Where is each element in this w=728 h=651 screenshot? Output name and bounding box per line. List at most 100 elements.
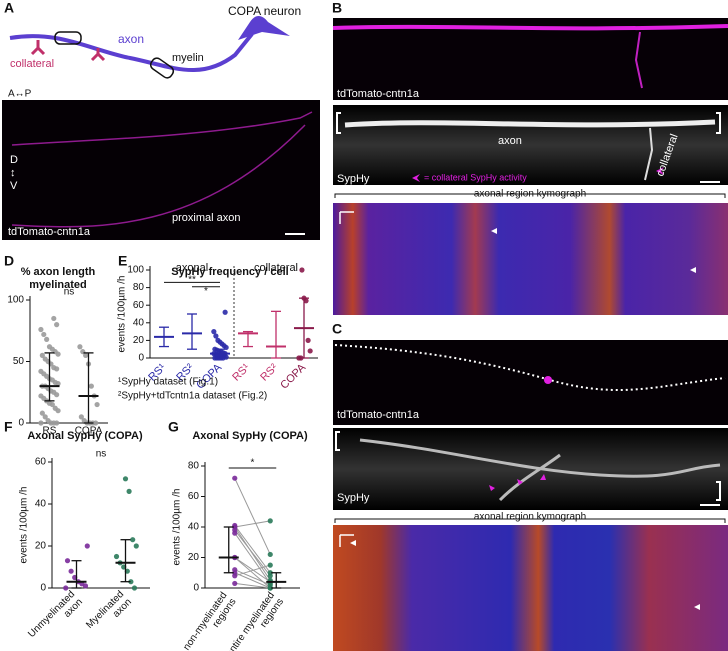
- data-point: [131, 585, 138, 591]
- x-tick-label: Myelinatedaxon: [84, 589, 134, 639]
- data-point: [267, 585, 273, 591]
- image-label: tdTomato-cntn1a: [337, 88, 420, 100]
- bracket: [336, 112, 721, 134]
- collateral-signal: [634, 31, 643, 89]
- pair-line: [234, 532, 271, 584]
- data-point: [51, 365, 57, 371]
- data-point: [88, 383, 94, 389]
- data-point: [78, 414, 84, 420]
- data-point: [83, 352, 89, 358]
- pair-line: [234, 477, 271, 555]
- data-point: [42, 356, 48, 362]
- data-point: [267, 573, 273, 579]
- group-label: collateral: [254, 262, 298, 274]
- data-point: [133, 543, 139, 549]
- data-point: [42, 414, 48, 420]
- data-point: [84, 543, 90, 549]
- data-point: [64, 558, 71, 564]
- axes-arrow: [339, 211, 354, 224]
- axon-signal: [359, 438, 721, 502]
- data-point: [128, 579, 134, 585]
- data-point: [126, 488, 132, 494]
- y-tick-label: 40: [133, 317, 145, 328]
- data-point: [211, 329, 217, 335]
- data-point: [38, 420, 44, 426]
- data-point: [45, 417, 51, 424]
- pair-line: [234, 520, 271, 528]
- schematic-label: myelin: [172, 52, 204, 64]
- data-point: [113, 553, 120, 560]
- axon-shape: [9, 32, 254, 72]
- x-tick-label: Unmyelinatedaxon: [26, 589, 85, 648]
- data-point: [46, 344, 53, 350]
- legend-label: = collateral SypHy activity: [424, 172, 527, 182]
- significance: **: [188, 274, 196, 285]
- footnote: ¹SypHy dataset (Fig.1): [118, 377, 218, 388]
- data-point: [51, 315, 57, 322]
- micrograph: [333, 428, 728, 510]
- image-label: axon: [498, 135, 522, 147]
- axon-signal: [344, 119, 716, 128]
- data-point: [94, 401, 100, 408]
- data-point: [307, 348, 313, 354]
- micrograph: [333, 18, 728, 100]
- data-point: [267, 562, 273, 568]
- kymograph-label: axonal region kymograph: [474, 512, 586, 523]
- significance: *: [251, 458, 255, 469]
- schematic-label: axon: [118, 32, 144, 46]
- x-tick-label: COPA: [278, 361, 308, 391]
- x-tick-label: entire non-myelinatedregions: [165, 590, 238, 651]
- data-point: [122, 476, 129, 482]
- significance: ns: [96, 449, 107, 460]
- data-point: [232, 573, 238, 579]
- y-tick-label: 50: [13, 356, 25, 367]
- data-point: [130, 537, 136, 543]
- axes-arrow: [339, 534, 354, 547]
- image-label: tdTomato-cntn1a: [337, 409, 420, 421]
- data-point: [38, 393, 44, 399]
- data-point: [232, 475, 238, 481]
- data-point: [39, 352, 45, 358]
- bracket: [334, 193, 726, 198]
- data-point: [41, 331, 47, 338]
- schematic: [9, 16, 290, 79]
- collateral-shape: [30, 40, 106, 62]
- data-point: [296, 355, 302, 361]
- data-point: [39, 410, 45, 416]
- y-tick-label: 60: [35, 457, 47, 468]
- kymograph-label: axonal region kymograph: [474, 189, 586, 200]
- micrograph: [333, 340, 728, 425]
- x-tick-label: RS¹: [230, 361, 252, 383]
- y-tick-label: 80: [188, 461, 200, 472]
- y-tick-label: 0: [40, 583, 46, 594]
- chart-title-box: SypHy frequency / cell: [171, 266, 289, 278]
- image-label: tdTomato-cntn1a: [8, 226, 91, 238]
- image-label: SypHy: [337, 492, 370, 504]
- data-point: [52, 405, 58, 411]
- y-tick-label: 100: [7, 295, 24, 306]
- data-point: [54, 322, 60, 328]
- orientation-label: D: [10, 154, 18, 166]
- chart-title: Axonal SypHy (COPA): [192, 430, 308, 442]
- panel-label: E: [118, 253, 127, 269]
- myelin-shape: [149, 57, 175, 79]
- pair-line: [234, 572, 271, 589]
- y-tick-label: 0: [193, 583, 199, 594]
- x-tick-label: COPA: [75, 426, 103, 437]
- data-point: [305, 337, 311, 343]
- chart-title: SypHy frequency / cell: [171, 266, 289, 278]
- bracket: [335, 431, 721, 501]
- panel-label: D: [4, 253, 14, 269]
- data-point: [213, 333, 219, 339]
- neuron-shape: [238, 16, 290, 40]
- orientation-label: V: [10, 180, 18, 192]
- data-point: [77, 344, 83, 350]
- data-point: [222, 309, 228, 315]
- pair-line: [234, 557, 271, 583]
- x-tick-label: RS²: [258, 361, 280, 383]
- significance: *: [204, 286, 208, 297]
- y-tick-label: 100: [127, 265, 144, 276]
- data-point: [215, 337, 221, 343]
- x-tick-label: RS: [43, 426, 57, 437]
- axon-trace: [334, 344, 726, 391]
